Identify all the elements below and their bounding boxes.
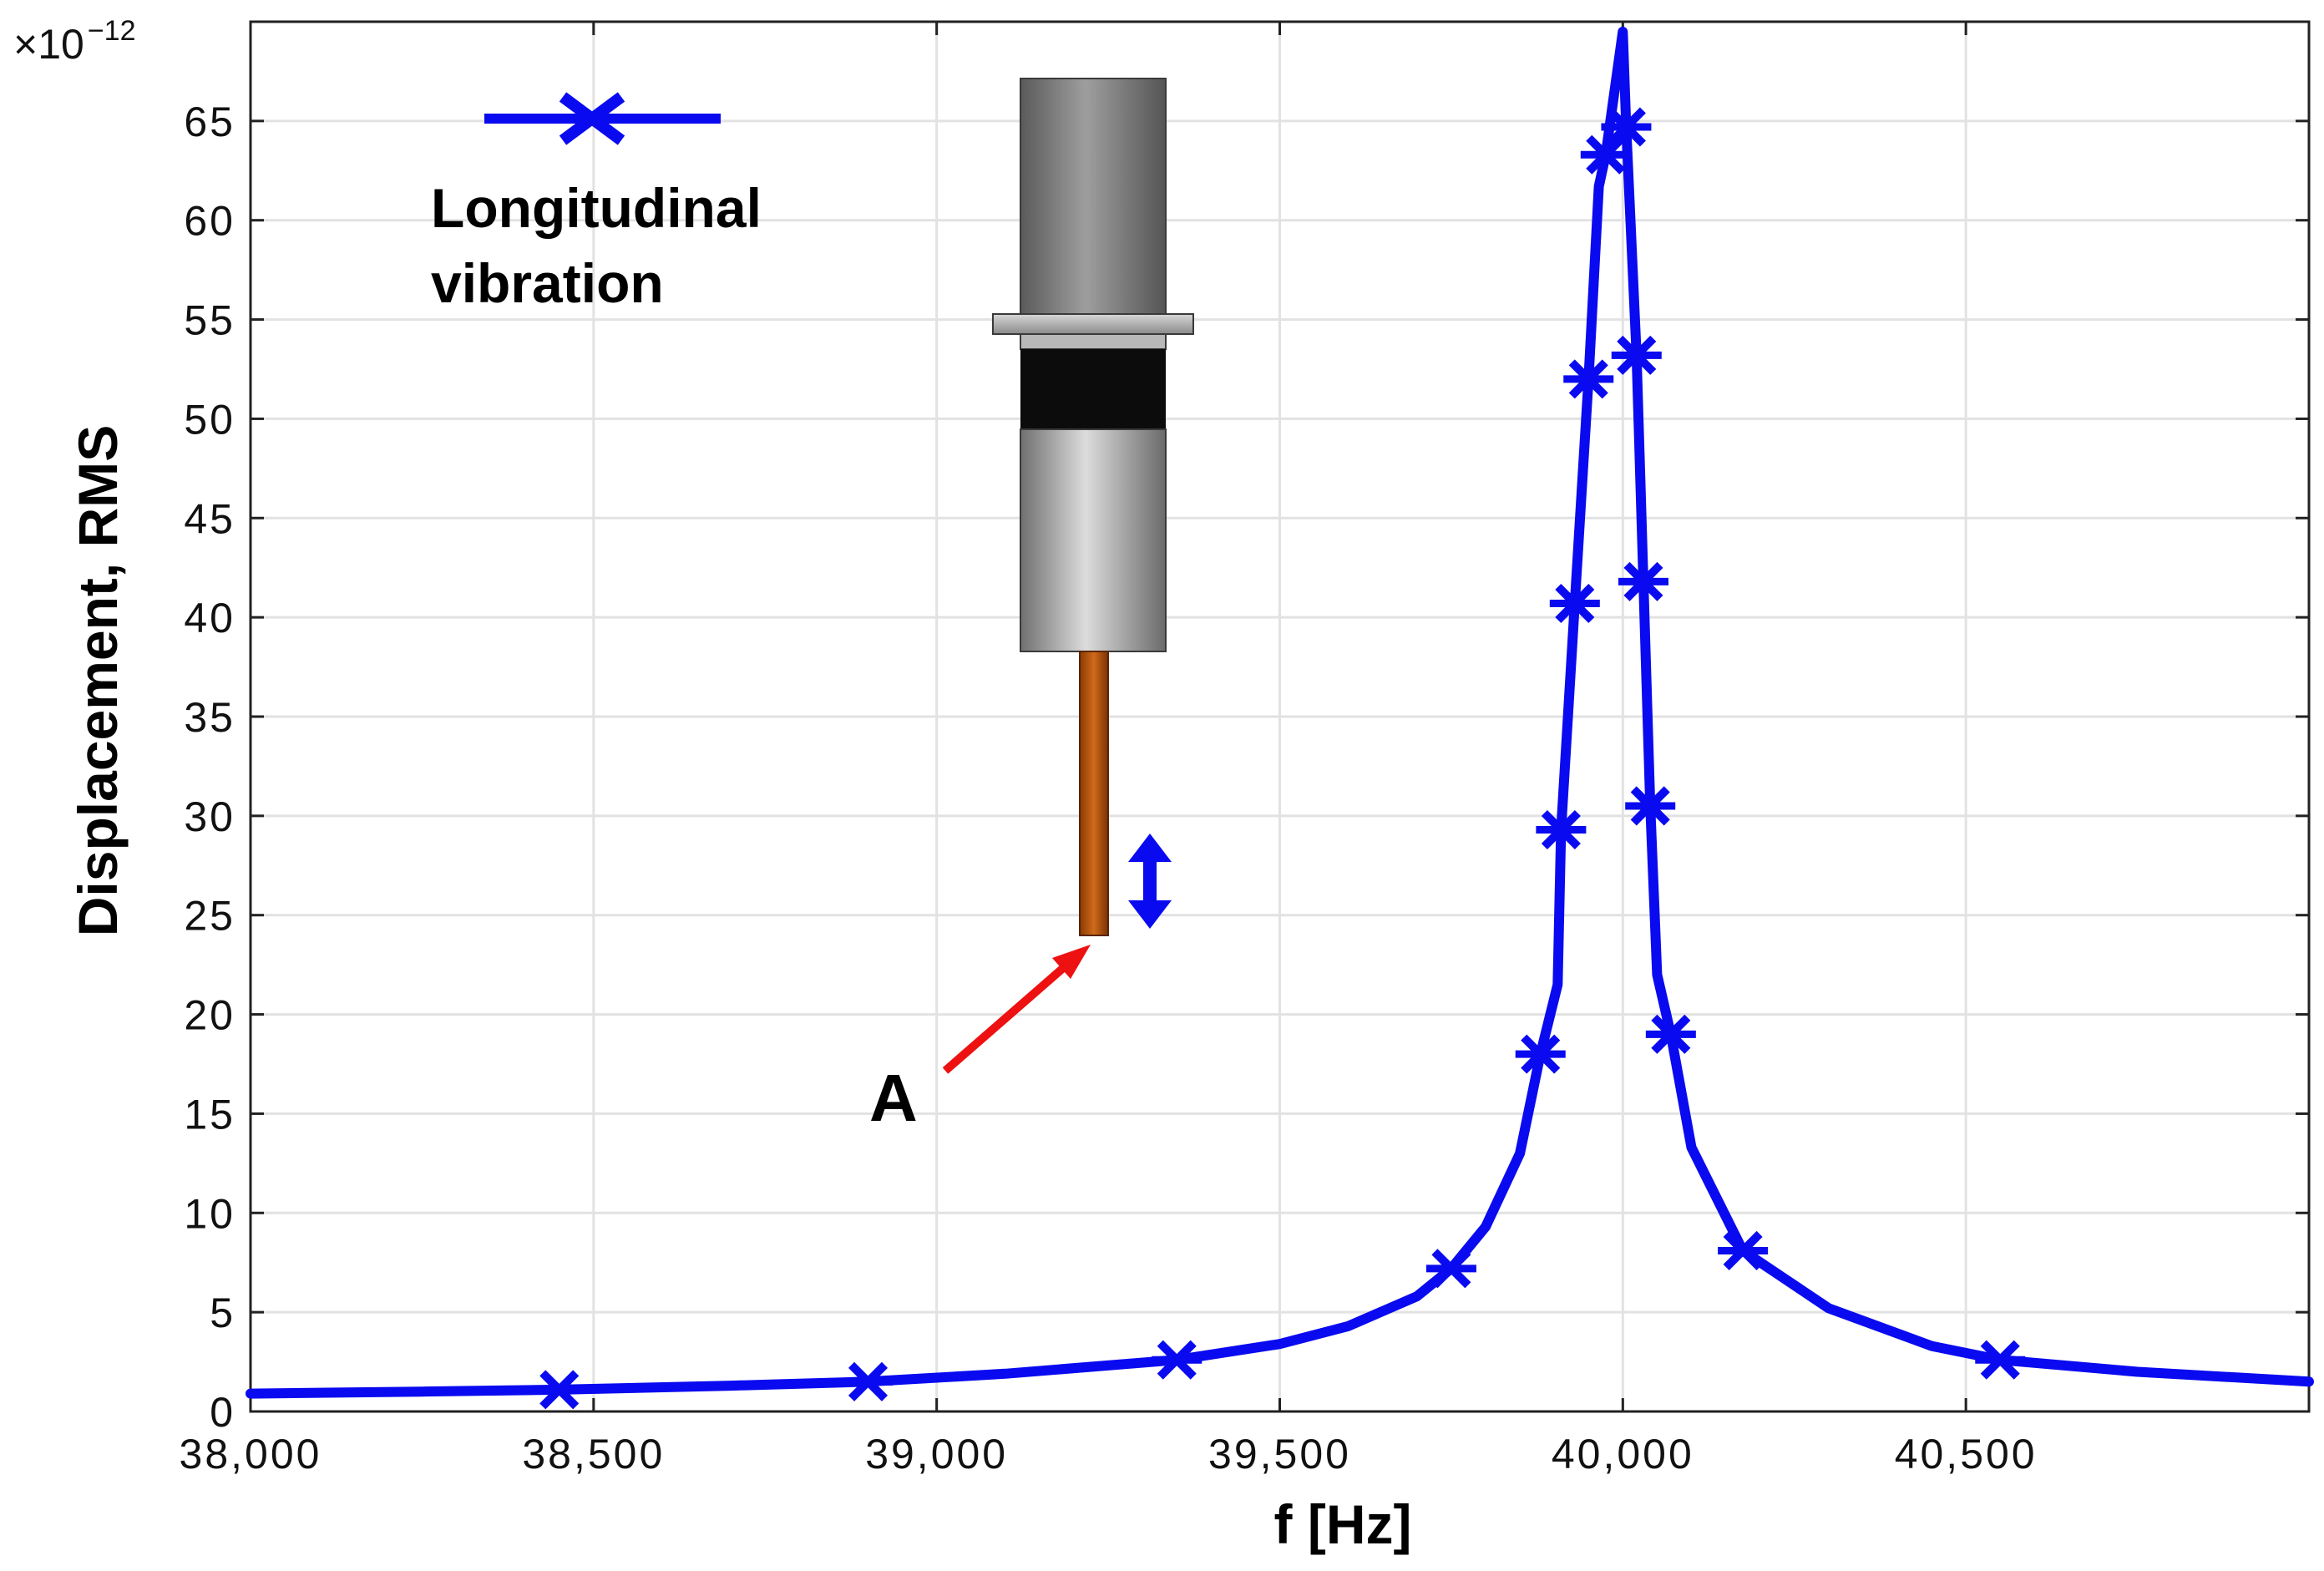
data-point-marker [1536,809,1587,850]
piezo-stack [1020,349,1166,429]
tool-tip [1079,651,1109,936]
y-tick-label-0: 0 [210,1389,235,1436]
y-tick-label-11: 55 [184,297,235,344]
y-scale-exponent: −12 [88,15,136,47]
annotation-arrow [942,945,1091,1074]
data-point-marker [1515,1034,1566,1074]
data-point-marker [1611,335,1662,375]
vibration-direction-icon [1128,834,1172,929]
y-tick-label-3: 15 [184,1091,235,1138]
transducer-flange [992,313,1194,335]
y-tick-label-6: 30 [184,793,235,840]
x-tick-label-2: 39,000 [865,1431,1008,1477]
data-point-marker [1618,561,1668,601]
y-tick-label-7: 35 [184,694,235,741]
data-point-marker [843,1361,894,1401]
y-scale-factor: ×10 −12 [13,15,136,68]
legend: Longitudinal vibration [431,92,762,314]
y-tick-label-5: 25 [184,893,235,940]
y-tick-label-1: 5 [210,1290,235,1336]
x-tick-label-3: 39,500 [1208,1431,1351,1477]
data-point-marker [1718,1230,1769,1270]
transducer-spacer [1020,333,1167,350]
data-point-marker [1580,134,1631,175]
axes [249,20,2311,1413]
data-point-marker [1625,786,1676,826]
y-scale-prefix: ×10 [13,21,84,68]
y-tick-label-4: 20 [184,992,235,1039]
y-tick-label-2: 10 [184,1190,235,1237]
y-tick-label-10: 50 [184,396,235,443]
legend-marker-icon [559,92,625,145]
data-point-marker [1152,1340,1203,1380]
data-point-marker [1645,1014,1696,1054]
y-axis-title: Displacement, RMS [67,425,129,937]
annotation-label-a: A [869,1061,918,1135]
y-tick-label-9: 45 [184,495,235,542]
x-axis-title: f [Hz] [1274,1493,1412,1555]
marker-layer [534,107,2026,1410]
x-tick-label-4: 40,000 [1552,1431,1694,1477]
transducer-housing [1020,78,1167,318]
legend-label-line2: vibration [431,252,664,314]
y-tick-label-12: 60 [184,198,235,245]
y-tick-label-8: 40 [184,595,235,641]
series-line-longitudinal [246,26,2314,1399]
data-point-marker [1975,1340,2026,1380]
x-tick-label-1: 38,500 [522,1431,665,1477]
legend-label-line1: Longitudinal [431,177,762,239]
data-point-marker [1601,107,1652,147]
grid [249,22,2311,1413]
data-point-marker [1425,1249,1476,1289]
series-layer [246,26,2314,1399]
data-point-marker [534,1370,585,1410]
transducer-illustration [992,78,1194,936]
tick-labels: 38,000 38,500 39,000 39,500 40,000 40,500 0 5 10… [180,99,2038,1477]
x-tick-label-5: 40,500 [1895,1431,2038,1477]
data-point-marker [1549,583,1600,624]
data-point-marker [1563,359,1614,399]
transducer-horn [1020,428,1167,652]
x-tick-label-0: 38,000 [180,1431,322,1477]
y-tick-label-13: 65 [184,99,235,145]
